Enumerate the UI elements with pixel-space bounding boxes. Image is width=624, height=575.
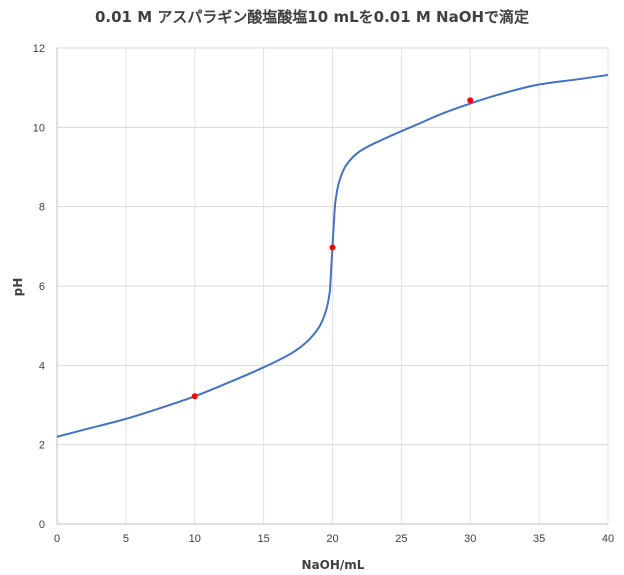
x-tick-label: 0 <box>54 533 60 545</box>
highlight-point <box>467 97 474 104</box>
x-tick-label: 35 <box>533 533 545 545</box>
x-tick-label: 20 <box>326 533 338 545</box>
x-tick-label: 30 <box>464 533 476 545</box>
x-tick-label: 5 <box>123 533 129 545</box>
x-tick-label: 40 <box>602 533 614 545</box>
y-tick-label: 10 <box>33 122 45 134</box>
tick-labels: 0 5 10 15 20 25 30 35 40 0 2 4 6 8 10 12 <box>33 43 614 545</box>
y-tick-label: 12 <box>33 43 45 55</box>
x-tick-label: 15 <box>258 533 270 545</box>
y-axis-label: pH <box>11 278 25 297</box>
chart-title: 0.01 M アスパラギン酸塩酸塩10 mLを0.01 M NaOHで滴定 <box>94 8 530 26</box>
y-tick-label: 0 <box>39 519 45 531</box>
x-tick-label: 10 <box>189 533 201 545</box>
grid <box>57 47 609 524</box>
axes <box>56 48 608 525</box>
marker-layer <box>191 97 474 400</box>
highlight-point <box>191 393 198 400</box>
x-axis-label: NaOH/mL <box>302 558 365 572</box>
y-tick-label: 6 <box>39 281 45 293</box>
y-tick-label: 4 <box>39 360 45 372</box>
y-tick-label: 2 <box>39 440 45 452</box>
highlight-point <box>329 244 336 251</box>
y-tick-label: 8 <box>39 202 45 214</box>
x-tick-label: 25 <box>395 533 407 545</box>
